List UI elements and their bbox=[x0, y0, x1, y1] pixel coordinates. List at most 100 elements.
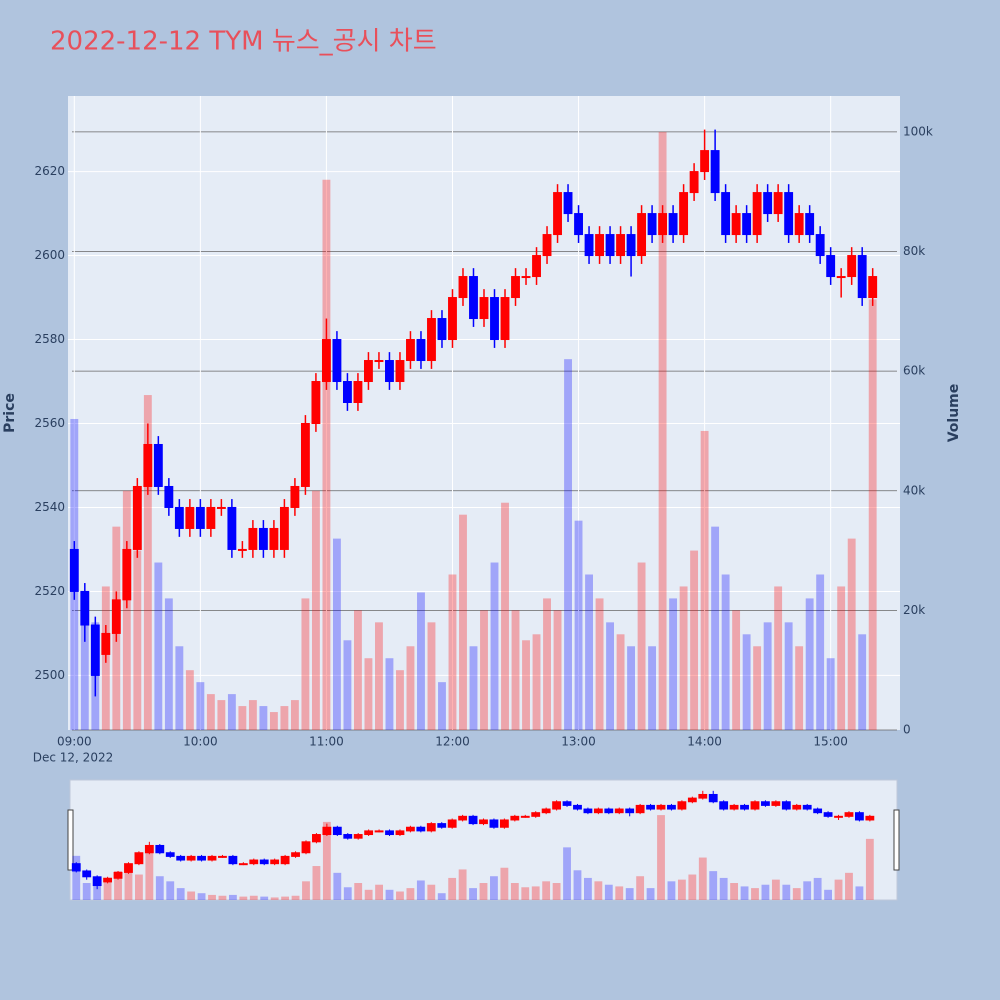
volume-bar bbox=[312, 866, 321, 900]
volume-bar bbox=[122, 490, 131, 730]
volume-bar bbox=[406, 646, 415, 730]
volume-bar bbox=[837, 586, 846, 730]
candle-body bbox=[269, 527, 279, 550]
candle-body bbox=[406, 339, 415, 362]
volume-bar bbox=[845, 872, 853, 900]
candle-body bbox=[174, 506, 184, 529]
candle-body bbox=[813, 808, 823, 814]
slider-handle[interactable] bbox=[67, 809, 74, 871]
volume-bar bbox=[154, 562, 163, 730]
range-slider[interactable] bbox=[69, 779, 898, 901]
y-tick-label: 2580 bbox=[34, 332, 65, 346]
y-tick-label: 2620 bbox=[34, 164, 65, 178]
y2-tick-label: 40k bbox=[903, 483, 925, 497]
y-tick-label: 2560 bbox=[34, 416, 65, 430]
volume-bar bbox=[657, 815, 665, 900]
volume-bar bbox=[700, 430, 709, 730]
slider-handle[interactable] bbox=[893, 809, 900, 871]
candle-body bbox=[468, 815, 478, 825]
candle-body bbox=[844, 812, 854, 817]
y-tick-label: 2600 bbox=[34, 248, 65, 262]
volume-bar bbox=[490, 562, 499, 730]
volume-bar bbox=[448, 877, 457, 900]
candle-body bbox=[132, 485, 142, 550]
volume-bar bbox=[646, 888, 655, 900]
candle-body bbox=[80, 590, 90, 626]
volume-bar bbox=[521, 887, 530, 900]
candle-body bbox=[237, 548, 247, 551]
candle-body bbox=[479, 297, 489, 320]
volume-bar bbox=[805, 598, 814, 730]
volume-bar bbox=[868, 299, 877, 730]
candle-body bbox=[332, 339, 342, 383]
candle-body bbox=[805, 213, 815, 236]
candle-body bbox=[616, 234, 626, 257]
volume-bar bbox=[332, 538, 341, 730]
candle-body bbox=[385, 360, 394, 383]
candle-body bbox=[794, 213, 804, 236]
candle-body bbox=[679, 192, 689, 236]
volume-bar bbox=[616, 634, 625, 730]
volume-bar bbox=[782, 884, 791, 900]
volume-bar bbox=[259, 706, 268, 730]
candle-body bbox=[164, 485, 174, 508]
candle-body bbox=[635, 804, 645, 814]
candle-body bbox=[290, 485, 300, 508]
candle-body bbox=[238, 863, 248, 866]
candle-body bbox=[731, 213, 741, 236]
volume-bar bbox=[133, 550, 142, 730]
volume-bar bbox=[354, 883, 363, 900]
volume-bar bbox=[615, 886, 624, 900]
volume-bar bbox=[585, 574, 593, 730]
volume-bar bbox=[217, 700, 226, 730]
volume-bar bbox=[784, 622, 793, 730]
volume-bar bbox=[552, 883, 561, 900]
candle-body bbox=[752, 192, 762, 236]
volume-bar bbox=[637, 562, 646, 730]
candle-body bbox=[511, 276, 520, 299]
candle-body bbox=[206, 506, 216, 529]
candle-body bbox=[90, 624, 100, 676]
volume-bar bbox=[740, 886, 749, 900]
candle-body bbox=[553, 192, 562, 236]
volume-bar bbox=[143, 395, 152, 730]
candle-body bbox=[122, 548, 132, 601]
candle-body bbox=[531, 812, 541, 817]
volume-bar bbox=[301, 598, 310, 730]
y-axis-title: Price bbox=[2, 393, 18, 433]
volume-bar bbox=[803, 881, 812, 900]
candle-body bbox=[134, 852, 144, 865]
volume-bar bbox=[302, 881, 310, 900]
candle-body bbox=[584, 234, 594, 257]
volume-bar bbox=[175, 646, 184, 730]
candle-body bbox=[280, 855, 290, 865]
y2-tick-label: 60k bbox=[903, 364, 925, 378]
y2-tick-label: 100k bbox=[903, 124, 933, 138]
candle-body bbox=[562, 801, 572, 806]
volume-bar bbox=[228, 894, 237, 900]
volume-bar bbox=[364, 889, 373, 900]
candle-body bbox=[773, 192, 783, 215]
candle-body bbox=[374, 830, 384, 833]
volume-bar bbox=[721, 574, 730, 730]
volume-bar bbox=[490, 876, 498, 900]
candle-body bbox=[144, 844, 154, 854]
candle-body bbox=[637, 213, 647, 257]
volume-bar bbox=[343, 640, 352, 730]
volume-bar bbox=[564, 359, 572, 730]
candle-body bbox=[614, 808, 624, 814]
volume-bar bbox=[322, 821, 331, 900]
volume-bar bbox=[197, 893, 206, 900]
volume-bar bbox=[604, 884, 613, 900]
candle-body bbox=[574, 213, 583, 236]
candle-body bbox=[291, 852, 300, 857]
candle-body bbox=[689, 171, 699, 194]
volume-bar bbox=[290, 700, 299, 730]
candle-body bbox=[405, 826, 415, 832]
volume-bar bbox=[698, 857, 707, 900]
candle-body bbox=[658, 213, 668, 236]
candle-body bbox=[427, 318, 436, 362]
candle-body bbox=[719, 801, 729, 810]
candle-body bbox=[207, 855, 217, 861]
candle-body bbox=[784, 192, 794, 236]
